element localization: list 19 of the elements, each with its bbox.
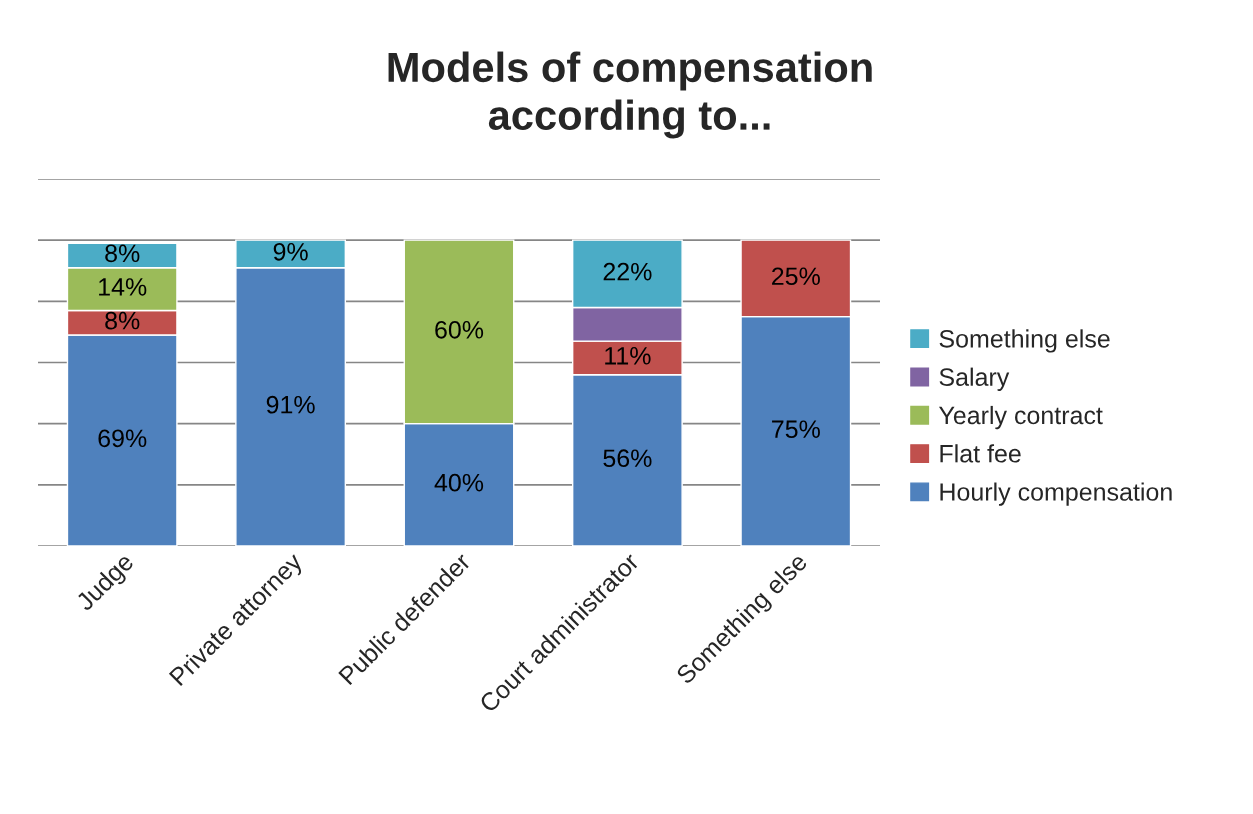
- data-label: 11%: [605, 347, 651, 365]
- chart-title: Models of compensation according to...: [388, 51, 872, 139]
- legend-label: Flat fee: [940, 444, 1021, 463]
- data-label: 91%: [266, 395, 315, 414]
- data-label: 69%: [98, 429, 147, 448]
- legend-label: Something else: [939, 329, 1110, 353]
- data-label: 40%: [434, 473, 484, 492]
- legend-label: Yearly contract: [938, 405, 1103, 430]
- data-label: 8%: [105, 244, 140, 263]
- data-label: 8%: [105, 311, 140, 330]
- data-label: 56%: [603, 449, 652, 468]
- data-label: 14%: [99, 278, 147, 296]
- legend-label: Hourly compensation: [940, 482, 1172, 506]
- data-label: 9%: [273, 242, 308, 261]
- data-label: 25%: [772, 267, 820, 286]
- legend-label: Salary: [939, 367, 1010, 391]
- data-label: 75%: [772, 420, 820, 439]
- data-label: 60%: [435, 320, 484, 339]
- data-label: 22%: [603, 262, 652, 281]
